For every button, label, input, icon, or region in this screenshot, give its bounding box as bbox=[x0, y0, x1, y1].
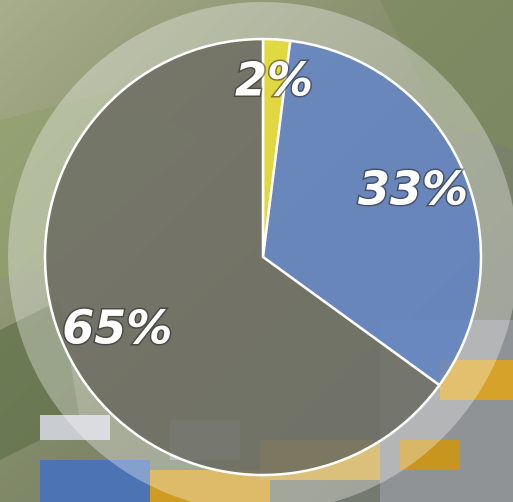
slice-label: 65% bbox=[62, 301, 172, 355]
pie-slice bbox=[261, 39, 483, 387]
pie-slice bbox=[43, 37, 442, 477]
pie bbox=[43, 37, 483, 477]
slice-label: 2% bbox=[235, 52, 313, 106]
slice-label: 33% bbox=[358, 162, 468, 216]
